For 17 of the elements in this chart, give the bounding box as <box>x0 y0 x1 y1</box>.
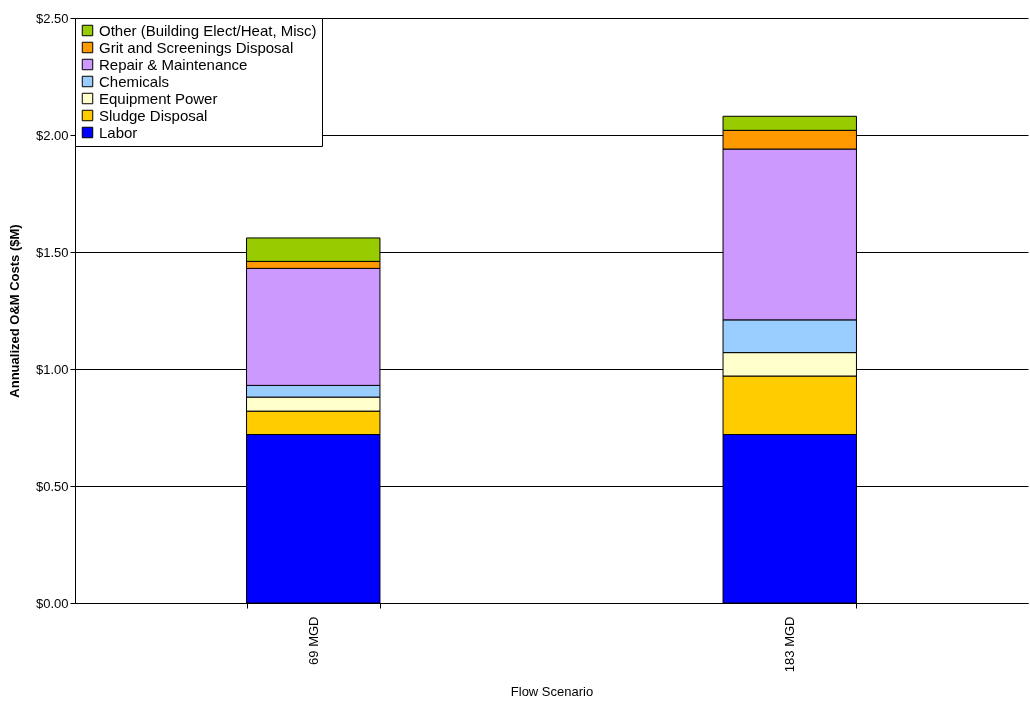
legend-label: Other (Building Elect/Heat, Misc) <box>99 21 317 39</box>
y-tick-label: $1.50 <box>35 244 69 260</box>
y-tick-label: $2.00 <box>35 127 69 143</box>
legend-label: Chemicals <box>99 72 170 90</box>
legend-label: Labor <box>99 123 138 141</box>
legend-label: Repair & Maintenance <box>99 55 248 73</box>
legend-label: Equipment Power <box>99 89 218 107</box>
y-tick-label: $0.50 <box>35 478 69 494</box>
y-tick-label: $0.00 <box>35 595 69 611</box>
x-axis-title: Flow Scenario <box>510 684 594 700</box>
legend-label: Grit and Screenings Disposal <box>99 38 294 56</box>
y-tick-label: $2.50 <box>35 10 69 26</box>
y-tick-label: $1.00 <box>35 361 69 377</box>
y-axis-title: Annualized O&M Costs ($M) <box>6 224 22 398</box>
legend-label: Sludge Disposal <box>99 106 208 124</box>
x-tick-label: 183 MGD <box>782 616 798 673</box>
x-tick-label: 69 MGD <box>305 616 321 665</box>
